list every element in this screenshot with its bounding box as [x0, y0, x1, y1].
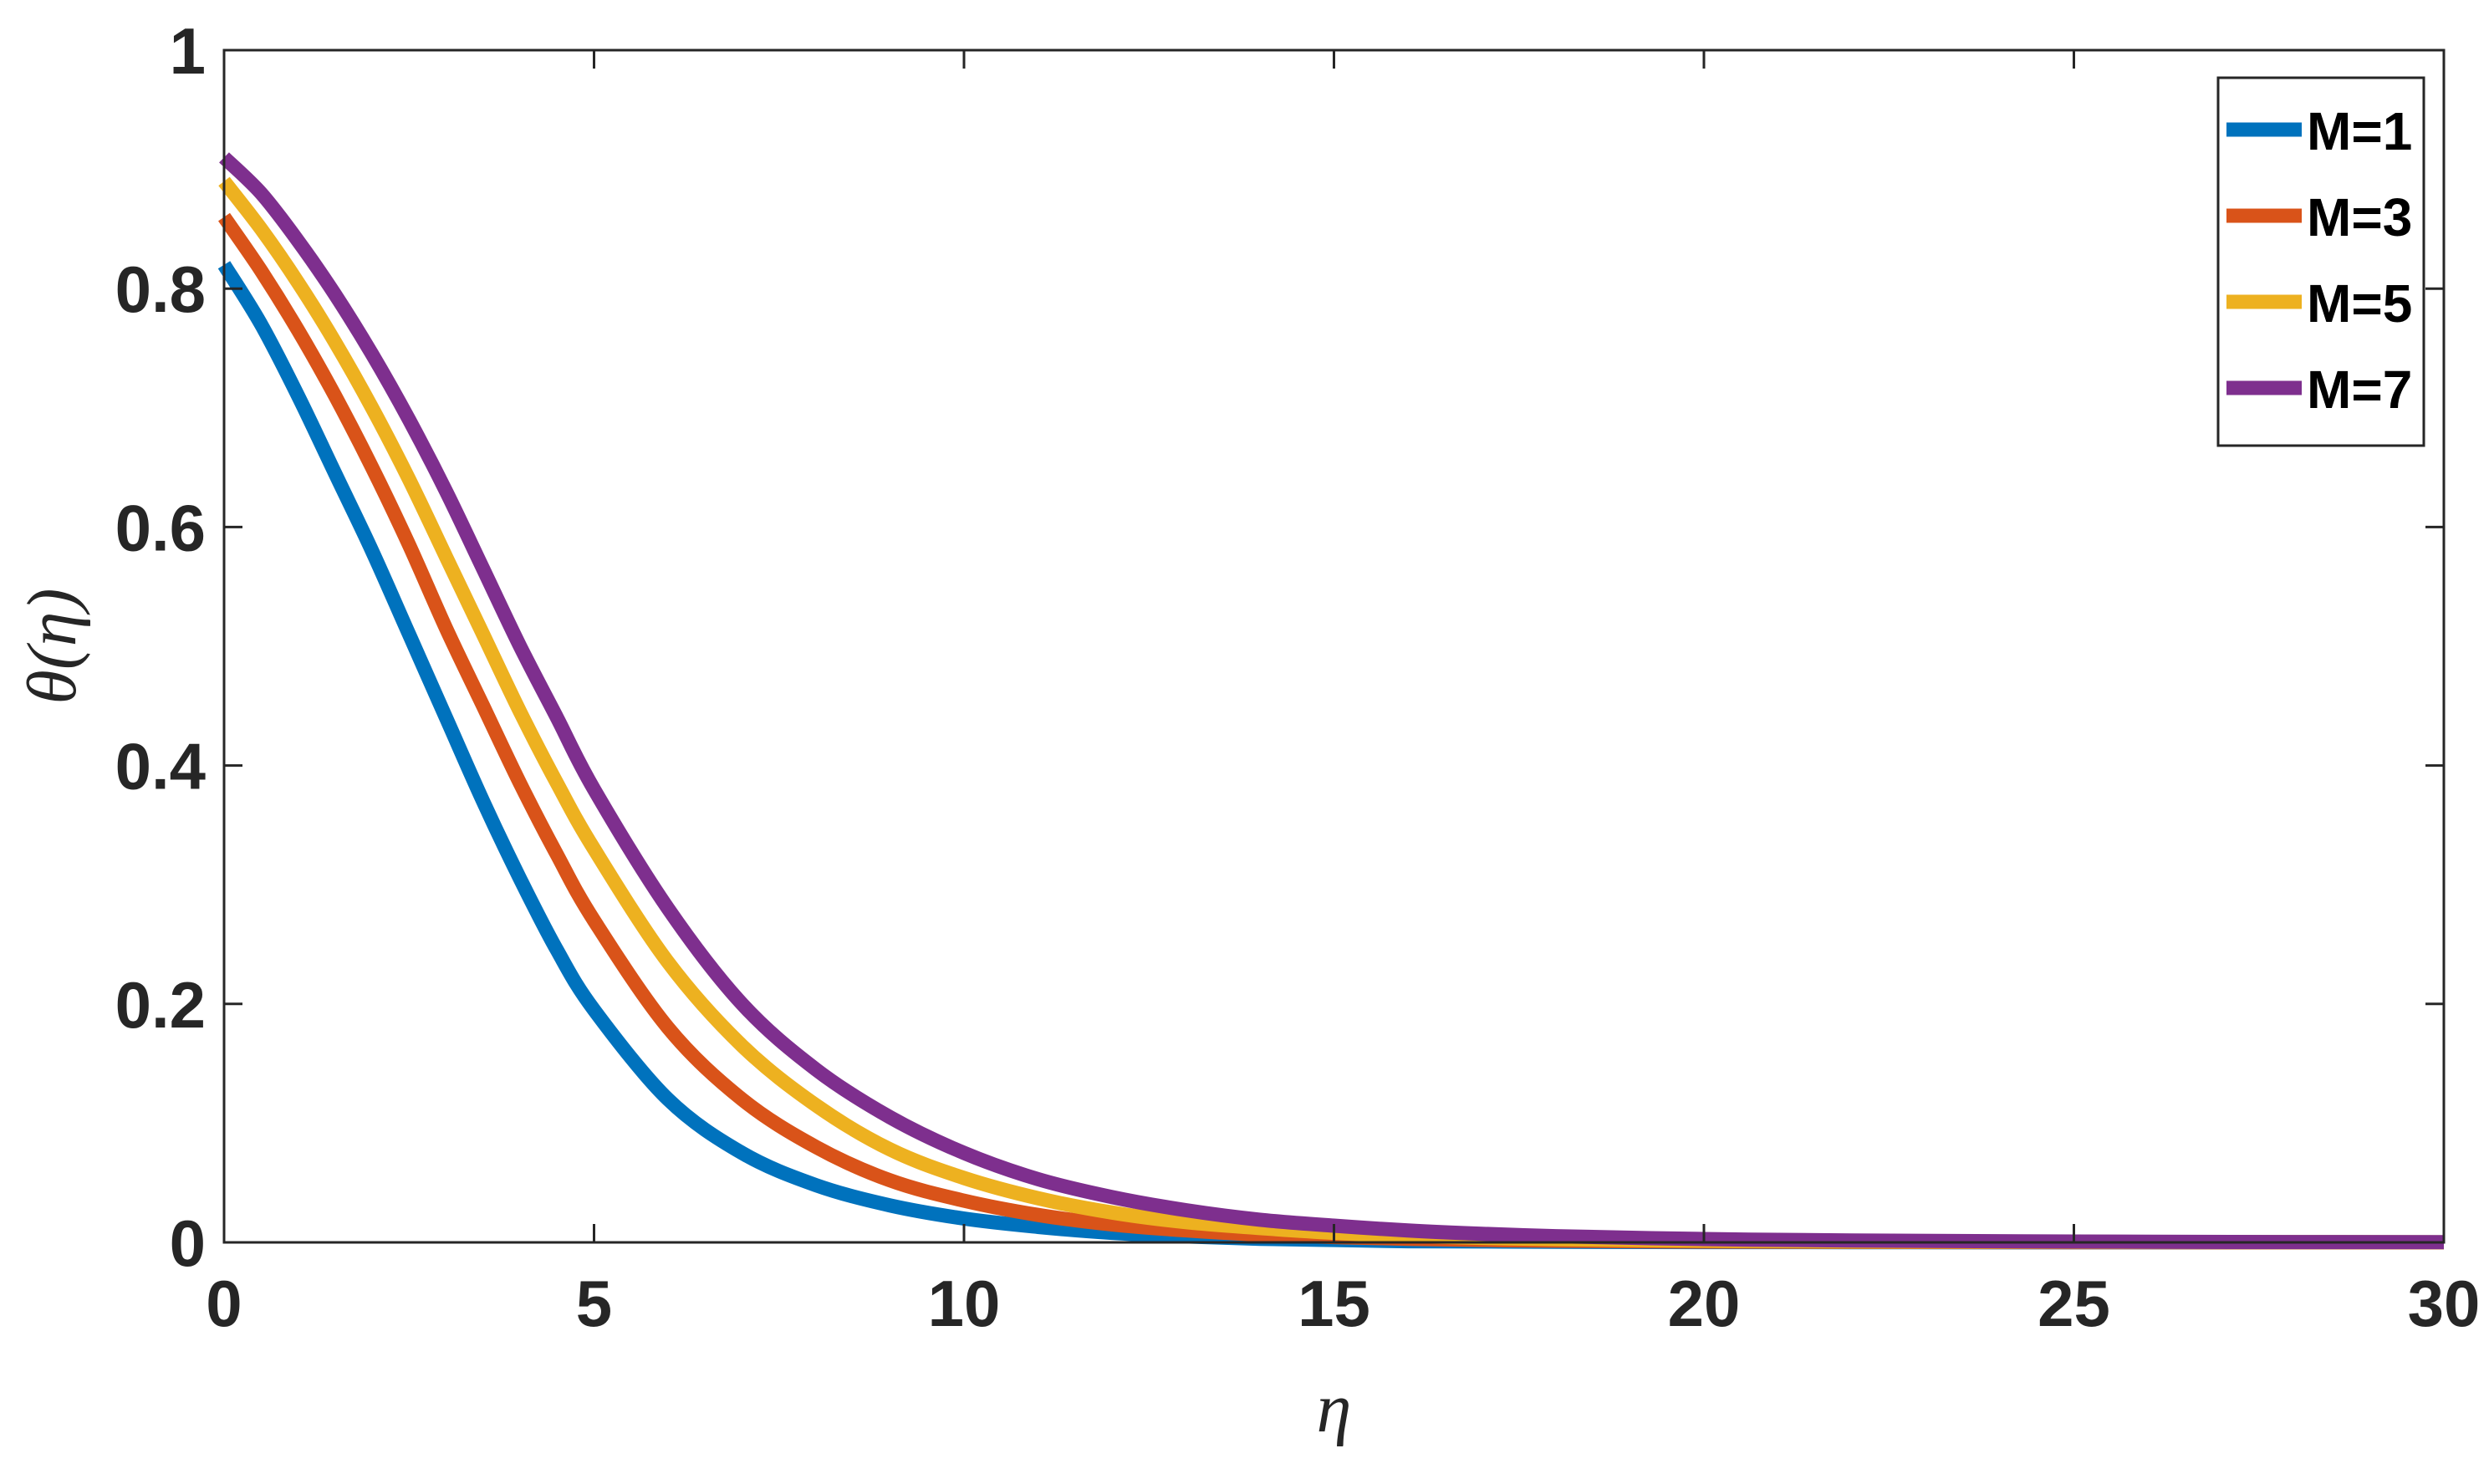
y-tick-label: 0.8	[115, 252, 206, 326]
x-tick-label: 30	[2408, 1267, 2481, 1340]
x-tick-label: 5	[576, 1267, 612, 1340]
y-tick-label: 0.4	[115, 730, 206, 803]
y-tick-label: 0	[170, 1206, 206, 1280]
y-tick-label: 0.6	[115, 491, 206, 564]
legend-label: M=5	[2307, 273, 2412, 334]
x-tick-label: 25	[2038, 1267, 2110, 1340]
plot-area	[224, 50, 2444, 1242]
x-tick-label: 15	[1298, 1267, 1370, 1340]
y-tick-label: 1	[170, 14, 206, 88]
x-axis-label: η	[1317, 1369, 1352, 1447]
legend-label: M=3	[2307, 187, 2412, 247]
series-line-4	[219, 152, 2445, 1250]
y-tick-label: 0.2	[115, 968, 206, 1042]
y-axis-label: θ(η)	[13, 589, 91, 705]
legend: M=1 M=3 M=5 M=7	[2216, 76, 2425, 447]
legend-label: M=1	[2307, 101, 2412, 161]
legend-label: M=7	[2307, 360, 2412, 420]
x-tick-label: 20	[1668, 1267, 1741, 1340]
x-tick-label: 0	[206, 1267, 242, 1340]
ticks-layer: 0 5 10 15 20 25 30 0 0.2 0.4 0.6 0.8 1	[115, 14, 2481, 1340]
x-tick-label: 10	[928, 1267, 1001, 1340]
